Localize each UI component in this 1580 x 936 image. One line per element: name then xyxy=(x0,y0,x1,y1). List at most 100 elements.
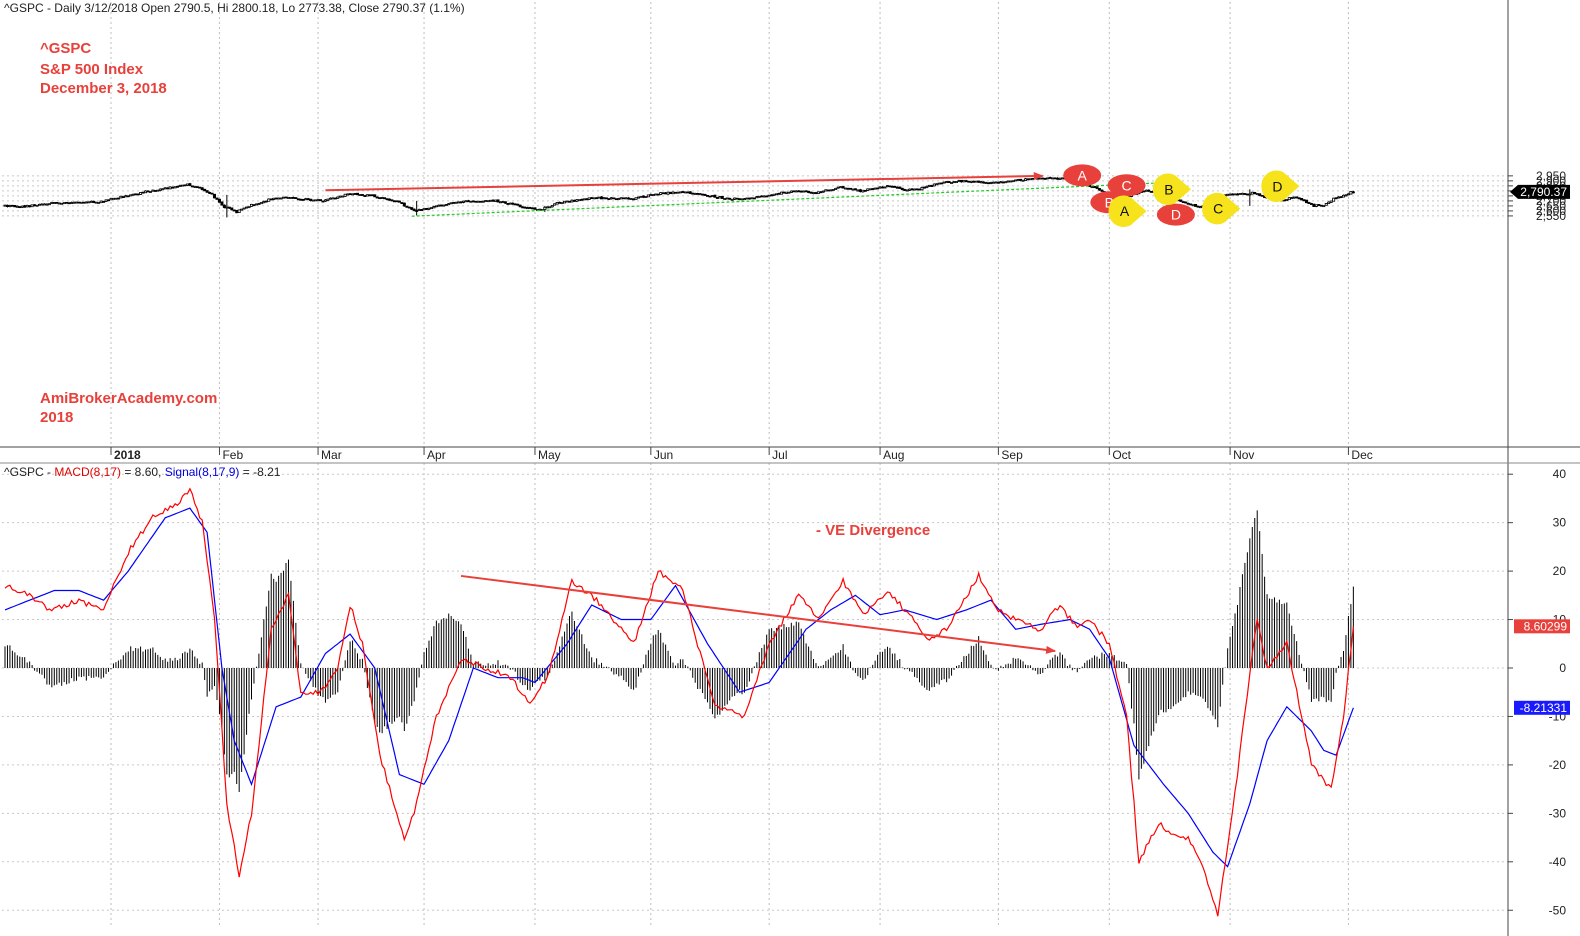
candle-body xyxy=(747,197,751,200)
candle-body xyxy=(252,204,256,207)
candle-body xyxy=(107,199,111,202)
candle-body xyxy=(400,202,404,204)
candle-body xyxy=(3,204,7,207)
candle-body xyxy=(922,186,926,189)
candle-body xyxy=(139,192,143,195)
candle-body xyxy=(444,204,448,206)
candle-body xyxy=(526,207,530,210)
candle-body xyxy=(222,204,226,208)
price-y-tick-label: 2,600 xyxy=(1536,204,1566,218)
candle-body xyxy=(585,198,589,201)
candle-body xyxy=(1329,200,1333,203)
candle-body xyxy=(1147,189,1151,192)
candle-body xyxy=(861,189,865,193)
candle-body xyxy=(637,196,641,199)
candle-body xyxy=(479,200,483,203)
candle-body xyxy=(104,199,108,202)
candle-body xyxy=(518,204,522,208)
candle-body xyxy=(220,201,224,206)
candle-body xyxy=(1253,191,1257,195)
candle-body xyxy=(1297,197,1301,200)
candle-body xyxy=(131,193,135,196)
x-tick-label: Mar xyxy=(321,448,342,462)
candle-body xyxy=(972,180,976,183)
candle-body xyxy=(1011,180,1015,183)
candle-body xyxy=(503,201,507,204)
candle-body xyxy=(844,187,848,190)
candle-body xyxy=(664,192,668,195)
candle-body xyxy=(190,185,194,188)
red-badge-label: A xyxy=(1078,167,1088,183)
candle-body xyxy=(915,188,919,191)
candle-body xyxy=(925,185,929,188)
candle-body xyxy=(1285,199,1289,201)
candle-body xyxy=(609,197,613,200)
badge-yellow-a: A xyxy=(1108,195,1147,227)
candle-body xyxy=(782,191,786,194)
candle-body xyxy=(856,189,860,192)
candle-body xyxy=(779,191,783,195)
candle-body xyxy=(1327,201,1331,204)
macd-y-tick-label: 30 xyxy=(1553,516,1567,530)
candle-body xyxy=(311,199,315,202)
candle-body xyxy=(402,202,406,207)
candle-body xyxy=(614,198,618,201)
badge-yellow-c: C xyxy=(1202,192,1241,225)
candle-body xyxy=(225,206,229,209)
candle-body xyxy=(481,200,485,203)
candle-body xyxy=(193,185,197,188)
candle-body xyxy=(92,200,96,204)
red-badge-label: C xyxy=(1122,177,1132,193)
candle-body xyxy=(119,195,123,199)
candle-body xyxy=(388,198,392,201)
yellow-badge-label: D xyxy=(1272,178,1282,194)
candle-body xyxy=(752,197,756,200)
candle-body xyxy=(166,187,170,190)
candle-body xyxy=(590,197,594,200)
candle-body xyxy=(959,179,963,183)
yellow-badge-label: A xyxy=(1120,203,1130,219)
candle-body xyxy=(511,202,515,205)
candle-body xyxy=(799,190,803,193)
candle-body xyxy=(158,188,162,191)
candle-body xyxy=(1021,179,1025,182)
candle-body xyxy=(693,193,697,195)
candle-body xyxy=(962,179,966,183)
candle-body xyxy=(1302,199,1306,202)
candle-body xyxy=(1189,203,1193,206)
candle-body xyxy=(1228,193,1232,196)
candle-body xyxy=(895,186,899,189)
candle-body xyxy=(750,197,754,200)
candle-body xyxy=(942,181,946,184)
candle-body xyxy=(673,191,677,194)
candle-body xyxy=(513,203,517,206)
candle-body xyxy=(977,180,981,183)
candle-body xyxy=(890,185,894,188)
candle-body xyxy=(168,186,172,190)
candle-body xyxy=(390,199,394,202)
candle-body xyxy=(134,193,138,196)
candle-body xyxy=(580,198,584,201)
divergence-label: - VE Divergence xyxy=(816,522,930,539)
candle-body xyxy=(151,189,155,192)
last-price-tag-shape xyxy=(1510,184,1570,199)
candle-body xyxy=(141,191,145,194)
candle-body xyxy=(405,205,409,208)
yellow-badge-label: C xyxy=(1213,201,1223,217)
candle-body xyxy=(282,196,286,199)
candle-body xyxy=(814,192,818,195)
candle-body xyxy=(888,185,892,188)
candle-body xyxy=(30,204,34,208)
macd-y-tick-label: 20 xyxy=(1553,564,1567,578)
candle-body xyxy=(316,199,320,202)
candle-body xyxy=(991,181,995,184)
candle-body xyxy=(836,186,840,189)
candle-body xyxy=(1314,204,1318,207)
candle-body xyxy=(277,197,281,200)
macd-divergence-trendline xyxy=(460,574,1057,654)
candle-body xyxy=(23,205,27,208)
candle-body xyxy=(245,206,249,209)
candle-body xyxy=(604,197,608,200)
candle-body xyxy=(1346,193,1350,196)
last-signal-tag-shape xyxy=(1514,700,1570,715)
